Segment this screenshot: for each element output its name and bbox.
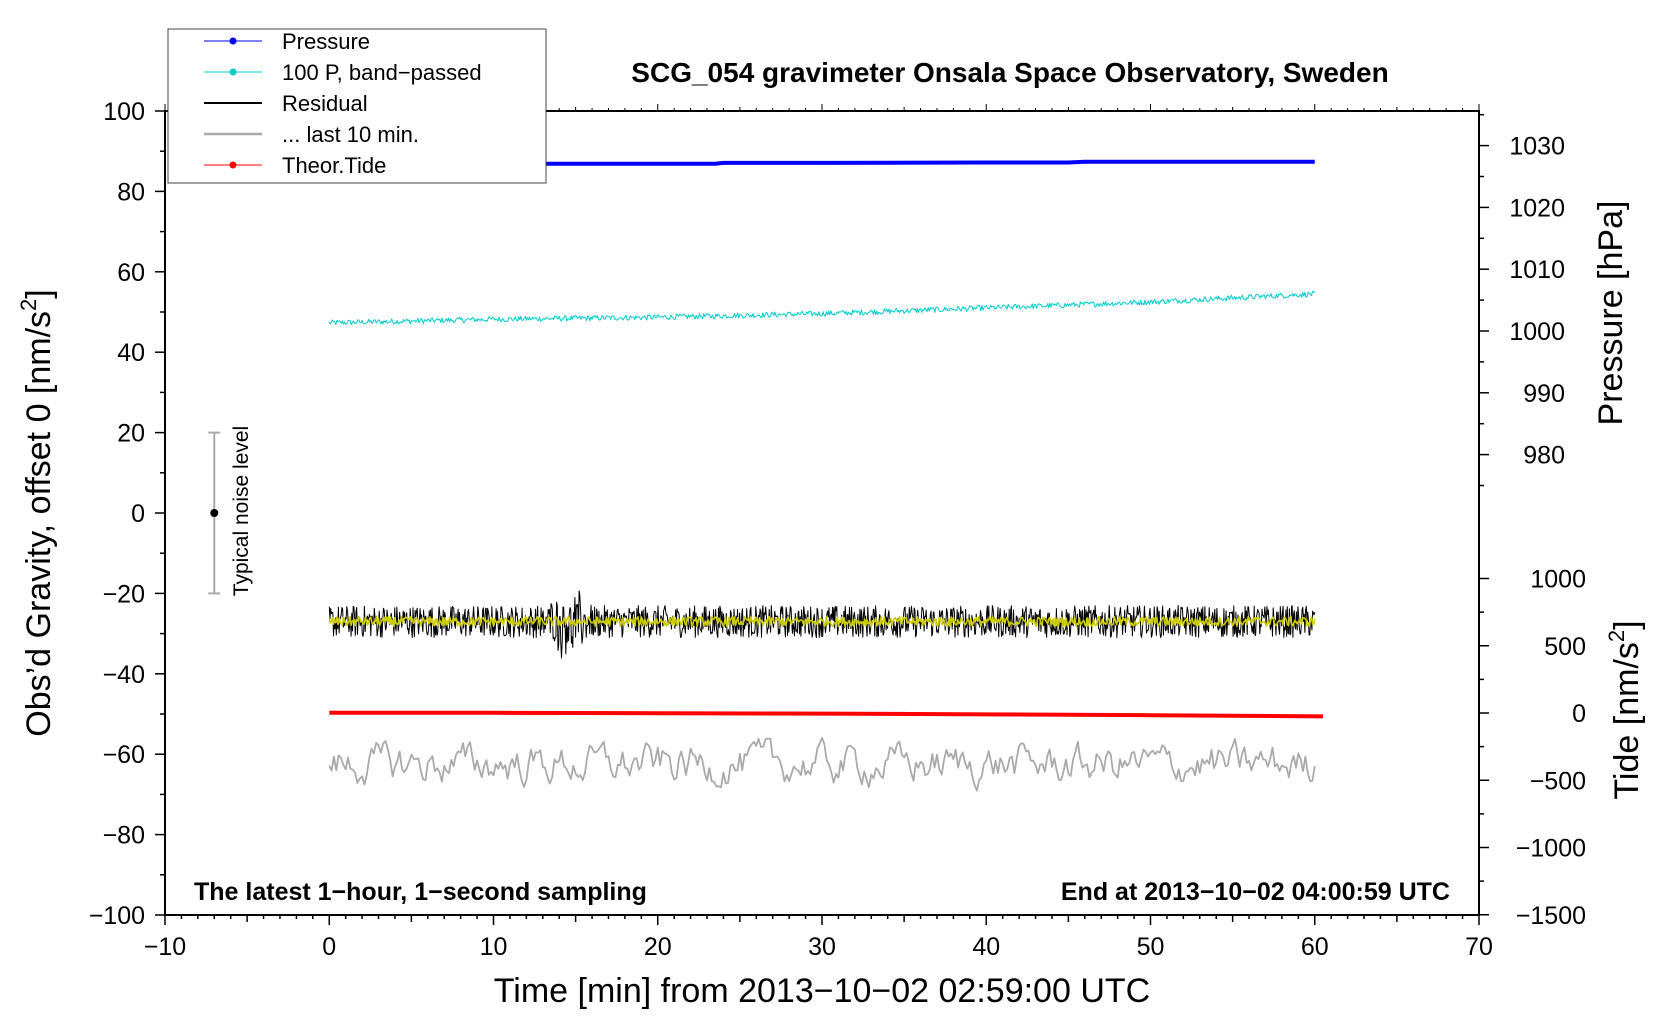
legend-marker (229, 37, 237, 45)
y-tick-label: −60 (103, 741, 145, 769)
legend-label: Pressure (282, 29, 370, 54)
y-tick-label: 60 (117, 259, 145, 287)
series-100-p-band-passed (328, 290, 1316, 326)
y-axis-tide: −1500 −1000 −500 0 500 1000 (1479, 566, 1586, 930)
pressure-tick-label: 1030 (1509, 133, 1565, 161)
pressure-tick-label: 1020 (1509, 194, 1565, 222)
y-tick-label: 100 (103, 98, 145, 126)
left-note: The latest 1−hour, 1−second sampling (194, 878, 647, 906)
x-tick-label: 10 (480, 933, 508, 961)
tide-tick-label: −1500 (1516, 902, 1586, 930)
x-tick-label: 30 (808, 933, 836, 961)
y-axis-tide-title: Tide [nm/s2] (1604, 620, 1646, 799)
y-tick-label: 80 (117, 178, 145, 206)
x-tick-label: 70 (1465, 933, 1493, 961)
x-tick-label: 40 (972, 933, 1000, 961)
series-group (328, 159, 1324, 792)
y-tick-label: 0 (131, 500, 145, 528)
x-tick-label: 60 (1301, 933, 1329, 961)
x-tick-label: 20 (644, 933, 672, 961)
series-theor-tide (329, 710, 1324, 719)
legend-label: Residual (282, 91, 368, 116)
noise-bar (208, 431, 221, 595)
pressure-tick-label: 1000 (1509, 318, 1565, 346)
series-last-10-min (328, 737, 1316, 792)
noise-label: Typical noise level (230, 426, 253, 596)
x-tick-label: 0 (322, 933, 336, 961)
noise-bar-dot (210, 509, 219, 517)
legend-box (167, 28, 547, 184)
y-tick-label: 20 (117, 420, 145, 448)
y-tick-label: −100 (89, 902, 145, 930)
y-tick-label: −80 (103, 822, 145, 850)
legend-marker (229, 161, 237, 169)
pressure-tick-label: 980 (1523, 442, 1565, 470)
tide-tick-label: 1000 (1530, 566, 1586, 594)
legend: Pressure 100 P, band−passed Residual ... la… (167, 28, 547, 184)
y-axis-pressure: 980 990 1000 1010 1020 1030 (1479, 113, 1565, 487)
y-tick-label: 40 (117, 339, 145, 367)
series-pressure (329, 159, 1315, 166)
tide-tick-label: 500 (1544, 633, 1586, 661)
series-residual-smoothed (328, 615, 1316, 628)
y-tick-label: −20 (103, 580, 145, 608)
chart-title: SCG_054 gravimeter Onsala Space Observat… (631, 57, 1388, 88)
pressure-tick-label: 990 (1523, 380, 1565, 408)
y-axis-left: −100 −80 −60 −40 −20 0 20 40 60 80 100 (89, 98, 165, 930)
x-axis-title: Time [min] from 2013−10−02 02:59:00 UTC (494, 972, 1150, 1010)
x-tick-label: −10 (144, 933, 186, 961)
tide-tick-label: 0 (1572, 700, 1586, 728)
pressure-tick-label: 1010 (1509, 256, 1565, 284)
tide-tick-label: −1000 (1516, 835, 1586, 863)
y-axis-pressure-title: Pressure [hPa] (1592, 201, 1630, 426)
x-axis: −10 0 10 20 30 40 50 60 70 (144, 104, 1493, 961)
legend-label: Theor.Tide (282, 153, 386, 178)
legend-label: ... last 10 min. (282, 122, 419, 147)
series-residual (328, 590, 1316, 659)
legend-marker (229, 68, 237, 76)
y-tick-label: −40 (103, 661, 145, 689)
y-axis-left-title: Obs’d Gravity, offset 0 [nm/s2] (16, 289, 58, 736)
legend-label: 100 P, band−passed (282, 60, 482, 85)
right-note: End at 2013−10−02 04:00:59 UTC (1061, 878, 1450, 906)
x-tick-label: 50 (1137, 933, 1165, 961)
plot-frame (164, 110, 1480, 916)
tide-tick-label: −500 (1530, 767, 1586, 795)
